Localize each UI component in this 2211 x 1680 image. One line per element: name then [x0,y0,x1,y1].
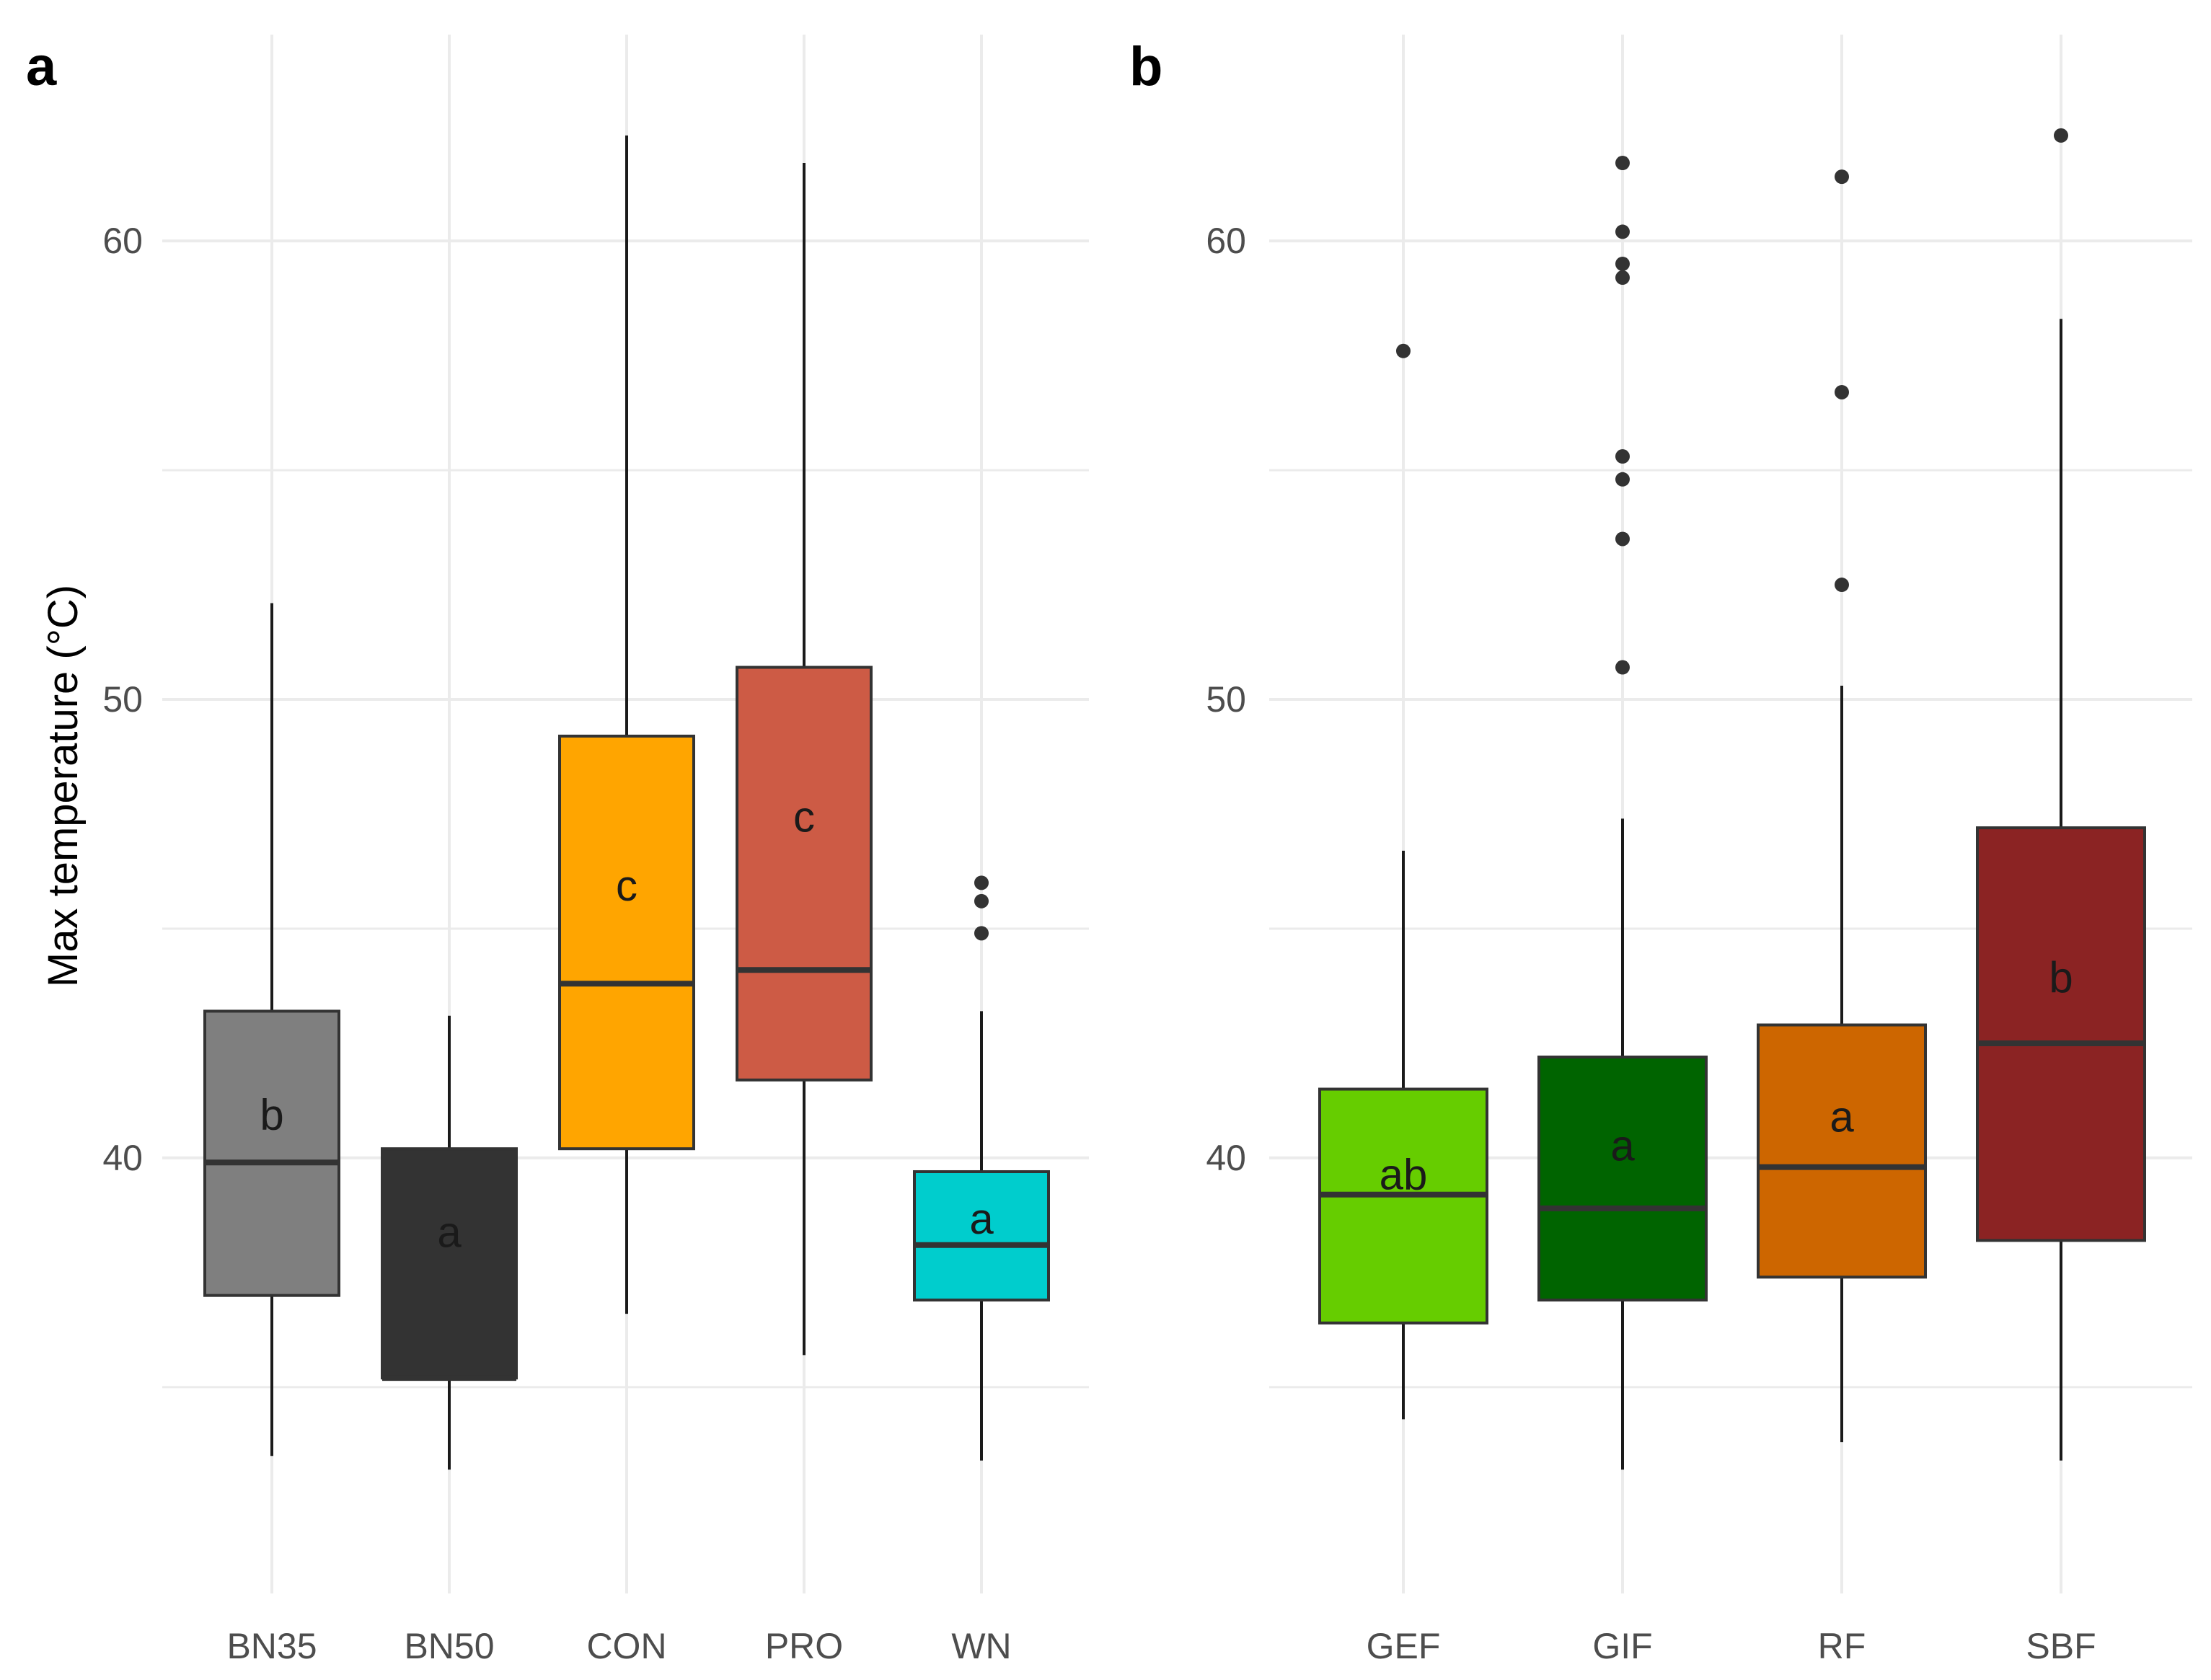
box-b-rf: a [1757,169,1927,1443]
x-tick-label-wn: WN [951,1626,1011,1666]
panel-b-label: b [1129,36,1162,97]
box-body [1537,1056,1708,1302]
outlier-point [1835,169,1849,185]
outlier-point [1615,472,1630,487]
x-tick-label-pro: PRO [765,1626,843,1666]
outlier-point [1615,449,1630,464]
outlier-point [1396,343,1411,358]
box-body [203,1009,340,1297]
box-a-wn: a [913,875,1050,1461]
box-a-pro: c [736,163,873,1356]
x-tick-label-con: CON [586,1626,666,1666]
outlier-point [1615,256,1630,271]
x-tick-label-sbf: SBF [2026,1626,2096,1666]
y-tick-label: 40 [102,1138,143,1178]
box-body [558,734,695,1151]
box-body [1318,1087,1488,1325]
outlier-point [1615,270,1630,286]
box-body [381,1147,518,1380]
significance-letter: ab [1380,1150,1428,1198]
outlier-point [974,875,989,890]
x-tick-label-gef: GEF [1367,1626,1441,1666]
box-b-gif: a [1537,156,1708,1470]
panel-a-boxes: b a c c a [203,135,1050,1470]
y-tick-label: 60 [1206,221,1246,261]
significance-letter: b [2049,953,2073,1002]
x-tick-label-gif: GIF [1592,1626,1652,1666]
significance-letter: a [969,1195,994,1243]
outlier-point [1615,660,1630,675]
significance-letter: a [437,1208,462,1257]
y-tick-label: 50 [1206,679,1246,720]
panel-a: a Max temperature (°C) 40 50 60 BN35 BN50 CON… [26,35,1089,1666]
panel-a-label: a [26,36,57,97]
outlier-point [974,926,989,941]
box-body [736,666,873,1082]
significance-letter: c [793,793,815,841]
box-body [1757,1023,1927,1279]
outlier-point [974,893,989,908]
box-b-gef: ab [1318,343,1488,1420]
outlier-point [2054,128,2068,143]
box-a-con: c [558,135,695,1314]
significance-letter: b [260,1090,283,1139]
y-tick-label: 50 [102,679,143,720]
y-tick-label: 40 [1206,1138,1246,1178]
significance-letter: a [1830,1092,1854,1141]
box-a-bn35: b [203,603,340,1456]
outlier-point [1615,224,1630,239]
x-tick-label-bn35: BN35 [226,1626,317,1666]
significance-letter: a [1610,1121,1635,1170]
box-b-sbf: b [1976,128,2146,1461]
x-tick-label-rf: RF [1818,1626,1866,1666]
significance-letter: c [616,862,637,910]
x-tick-label-bn50: BN50 [404,1626,494,1666]
box-a-bn50: a [381,1015,518,1470]
y-tick-label: 60 [102,221,143,261]
box-body [1976,826,2146,1242]
outlier-point [1615,156,1630,171]
box-body [913,1170,1050,1302]
outlier-point [1835,578,1849,593]
y-axis-title: Max temperature (°C) [40,585,87,987]
outlier-point [1615,531,1630,547]
outlier-point [1835,384,1849,399]
